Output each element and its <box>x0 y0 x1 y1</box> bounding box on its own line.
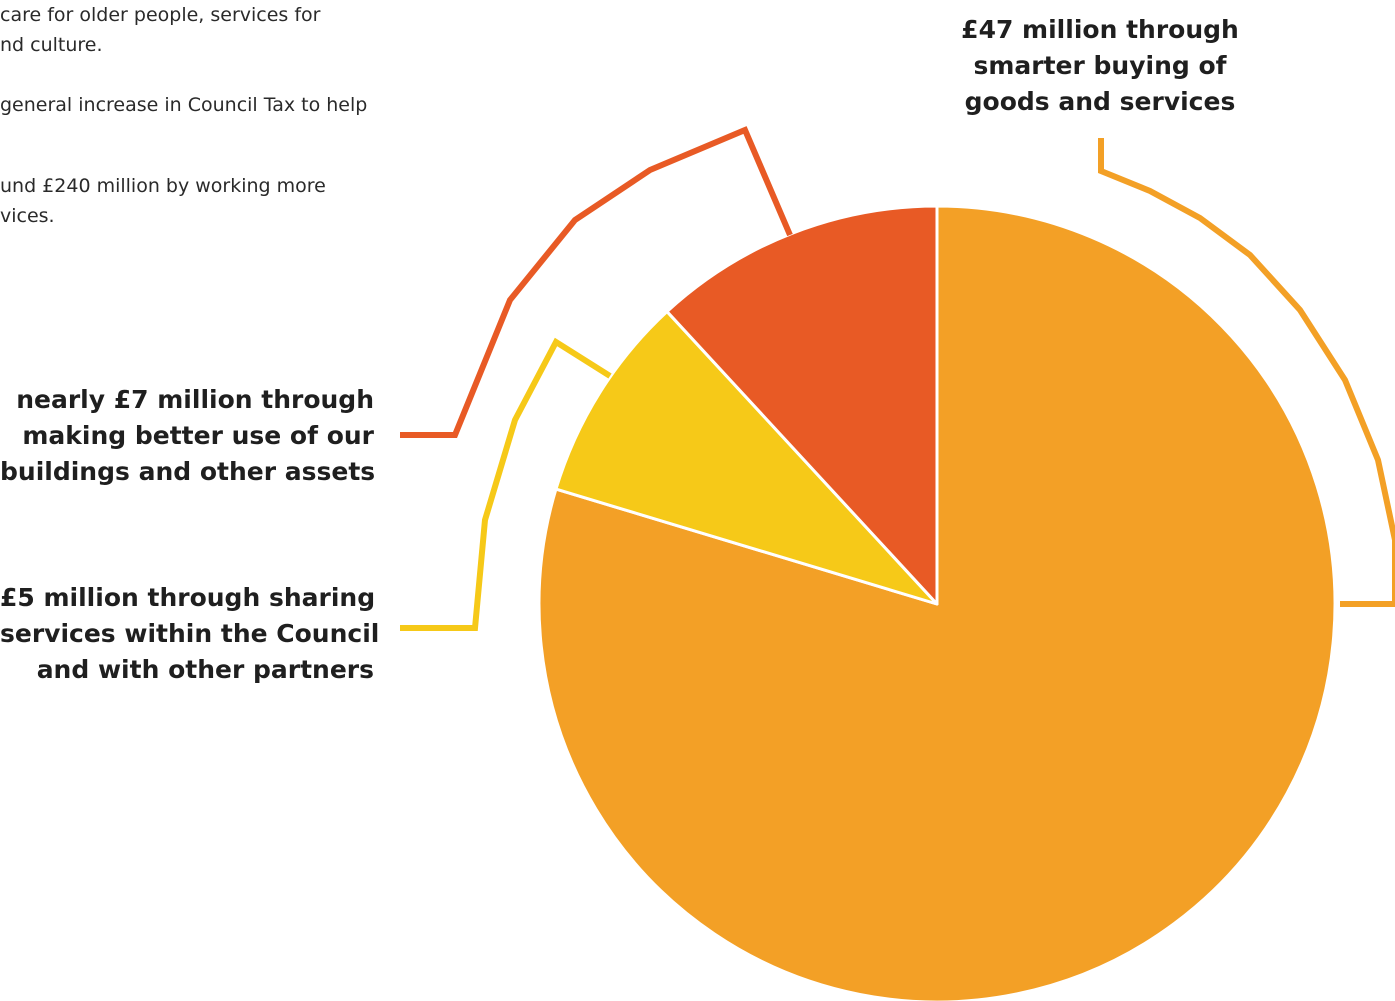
intro-line: und £240 million by working more <box>0 175 326 197</box>
leader-line-goods <box>1098 138 1395 607</box>
pie-slice-sharing <box>554 310 939 606</box>
slice-label-buildings: nearly £7 million through making better … <box>0 382 376 490</box>
pie-slices <box>537 204 1337 1001</box>
slice-label-line: nearly £7 million through <box>16 385 374 414</box>
leader-line-sharing <box>400 337 612 631</box>
intro-line: vices. <box>0 205 55 227</box>
slice-label-line: goods and services <box>964 87 1236 116</box>
intro-line: care for older people, services for <box>0 4 321 26</box>
slice-label-line: smarter buying of <box>973 51 1227 80</box>
slice-label-line: and with other partners <box>36 655 374 684</box>
slice-label-line: £47 million through <box>961 15 1239 44</box>
slice-label-sharing: £5 million through sharing services with… <box>0 580 380 688</box>
leader-line-buildings <box>400 126 793 438</box>
slice-label-line: making better use of our <box>22 421 374 450</box>
intro-line: general increase in Council Tax to help <box>0 94 368 116</box>
label-leader-lines <box>400 126 1395 631</box>
slice-label-goods: £47 million through smarter buying of go… <box>950 12 1250 120</box>
slice-label-line: buildings and other assets <box>0 457 376 486</box>
intro-line: nd culture. <box>0 34 103 56</box>
slice-label-line: £5 million through sharing <box>0 583 376 612</box>
pie-slice-goods <box>537 204 1337 1001</box>
slice-label-line: services within the Council <box>0 619 380 648</box>
